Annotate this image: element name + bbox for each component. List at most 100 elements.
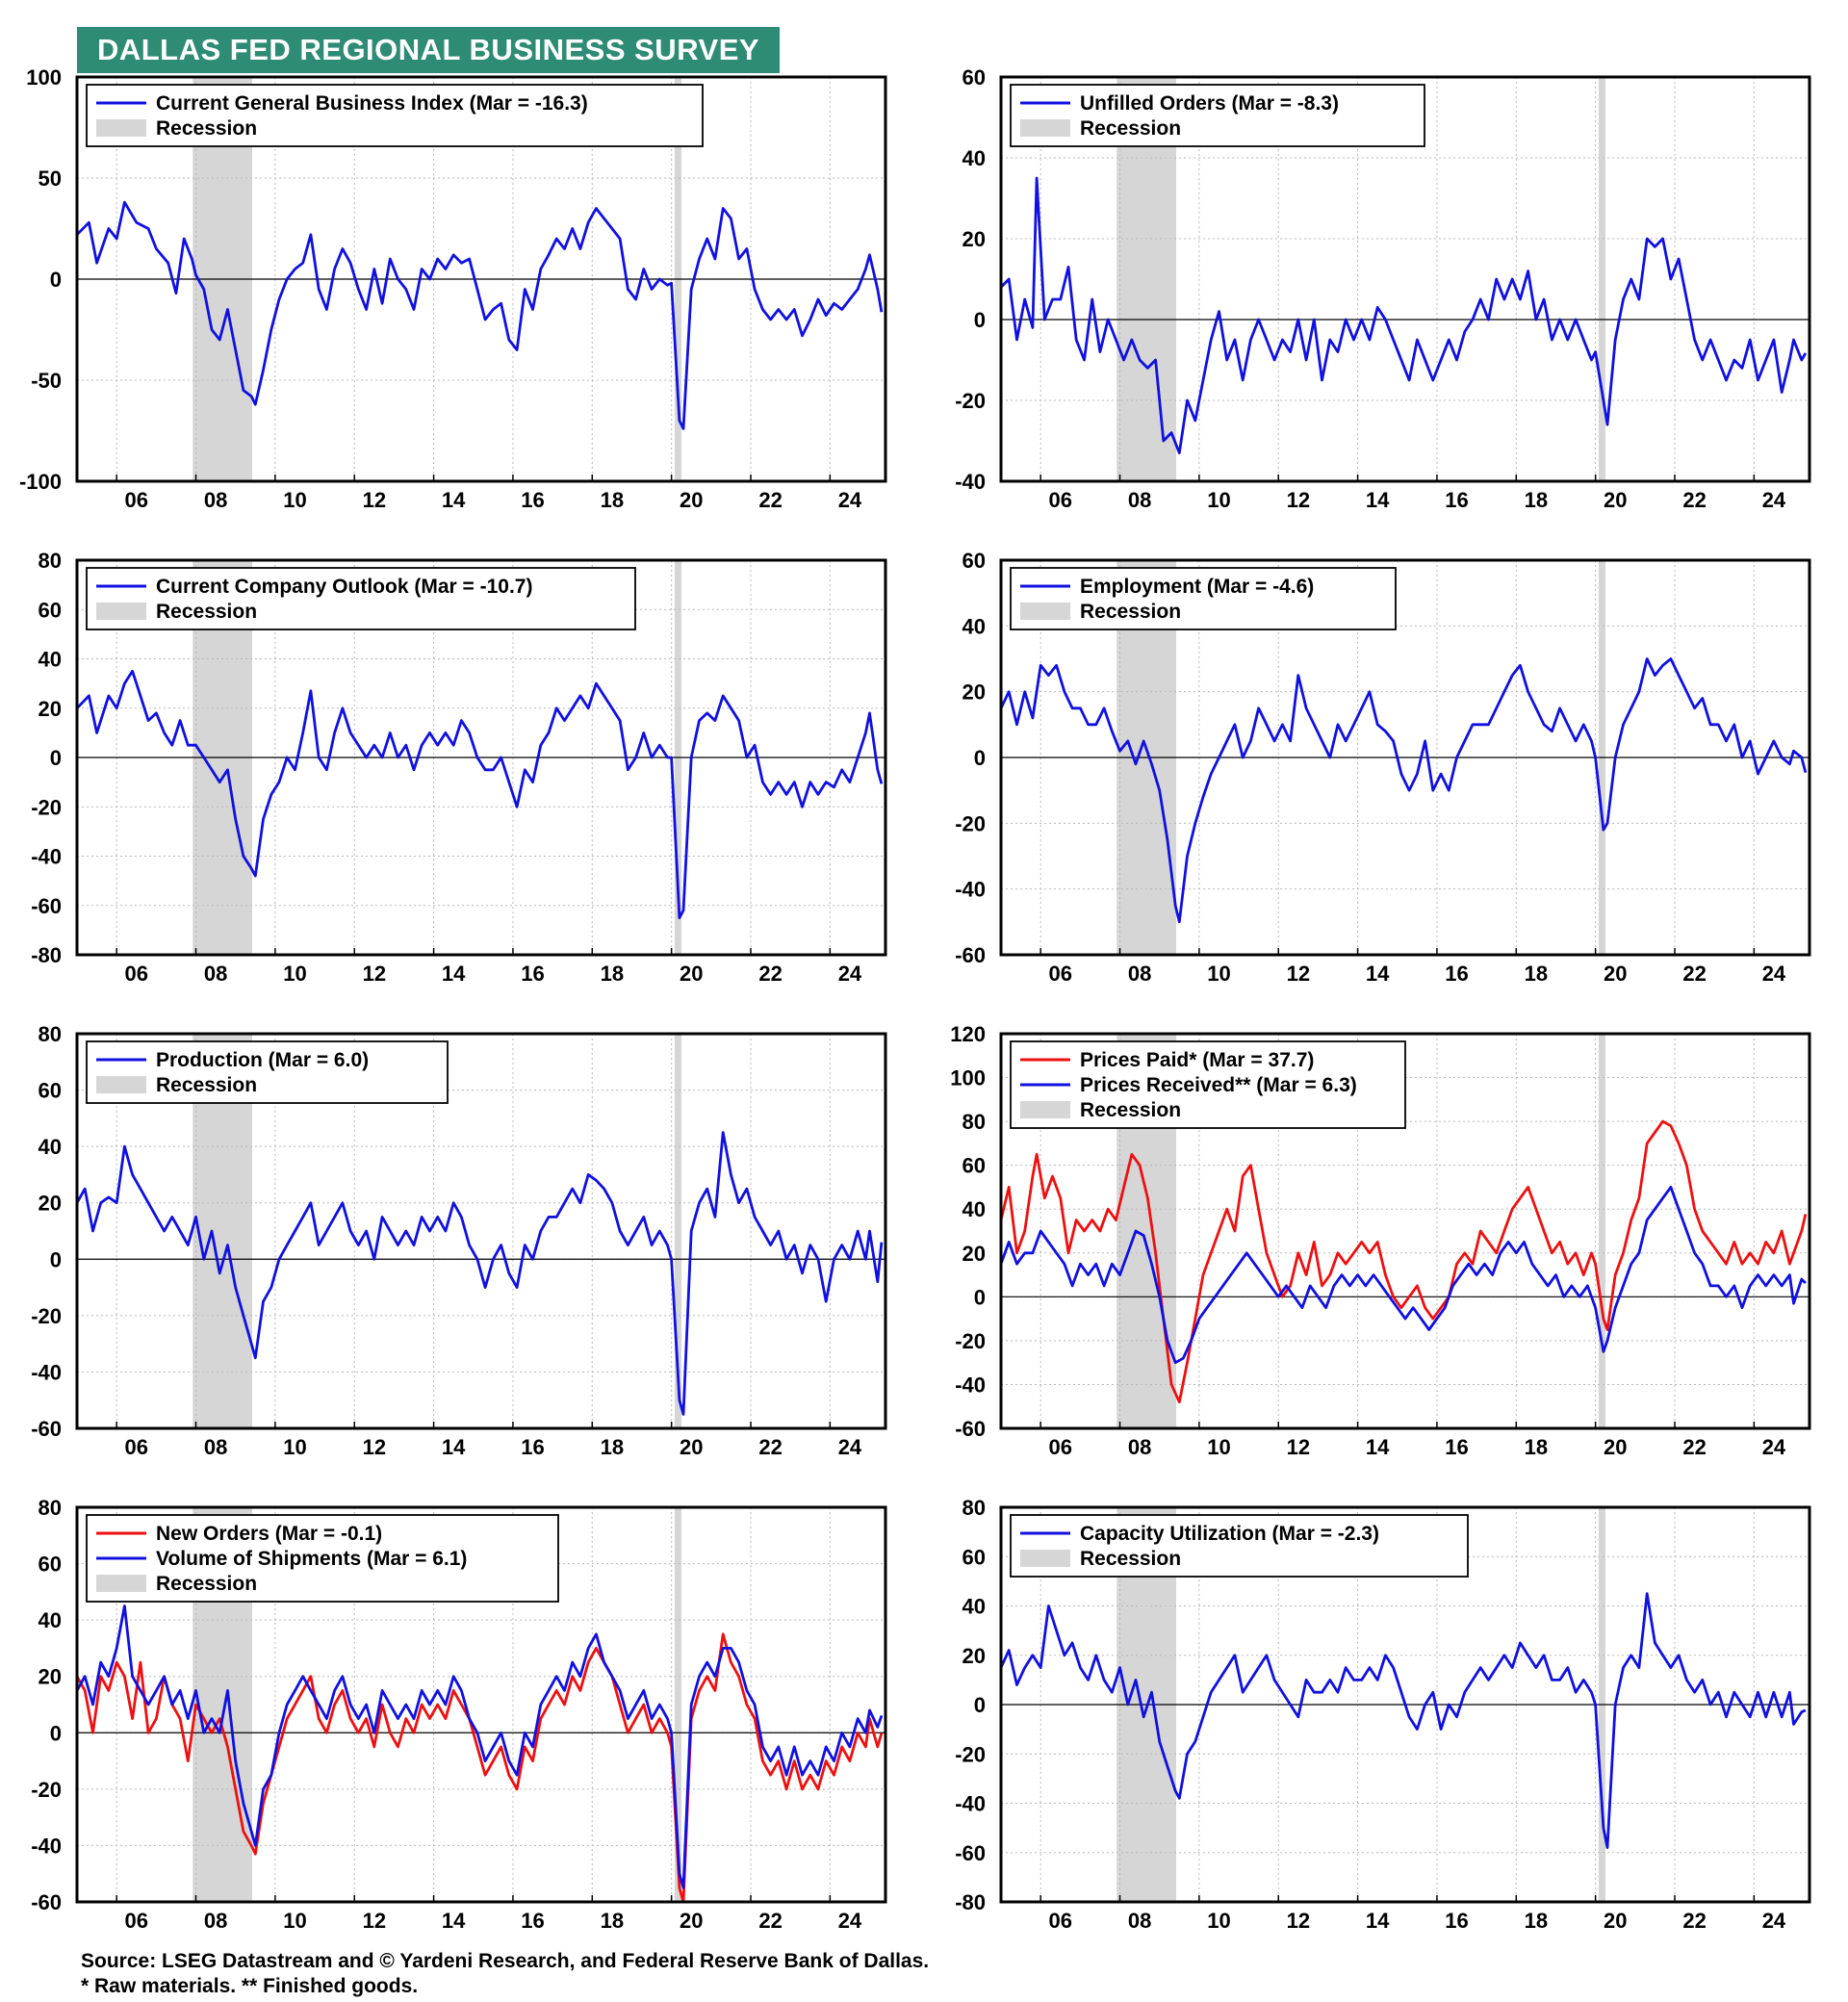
legend-label: Recession <box>156 1573 257 1595</box>
y-tick-label: -40 <box>31 1360 62 1384</box>
legend-label: Prices Received** (Mar = 6.3) <box>1080 1074 1357 1096</box>
x-tick-label: 20 <box>1604 962 1627 986</box>
y-tick-label: 100 <box>26 65 62 90</box>
chart-panel-5: 06 08 10 12 14 16 18 20 22 24 -60 -40 -20 0 20 40 60 80 Pr… <box>31 1022 887 1459</box>
y-tick-label: 60 <box>38 1079 62 1103</box>
x-tick-label: 14 <box>1366 1909 1390 1933</box>
x-tick-label: 24 <box>1762 1909 1786 1933</box>
x-tick-label: 10 <box>1207 1435 1230 1459</box>
x-tick-label: 20 <box>680 1435 703 1459</box>
series-line-1 <box>999 176 1808 454</box>
plot-frame <box>999 558 1811 957</box>
x-tick-label: 12 <box>1287 1435 1310 1459</box>
x-tick-label: 14 <box>442 1909 466 1933</box>
plot-frame <box>75 1032 887 1430</box>
x-tick-label: 24 <box>838 488 862 512</box>
y-tick-label: -40 <box>31 845 62 869</box>
y-tick-label: -50 <box>31 369 62 393</box>
legend-label: Recession <box>1080 117 1181 140</box>
x-tick-label: 14 <box>1366 1435 1390 1459</box>
chart-panel-7: 06 08 10 12 14 16 18 20 22 24 -60 -40 -20 0 20 40 60 80 Ne… <box>31 1496 887 1933</box>
series-line-1 <box>75 1131 884 1416</box>
recession-band <box>1598 77 1605 481</box>
legend-swatch-recession <box>96 603 146 620</box>
x-tick-label: 14 <box>442 488 466 512</box>
x-tick-label: 08 <box>204 962 227 986</box>
x-tick-label: 10 <box>283 1909 306 1933</box>
x-tick-label: 10 <box>283 962 306 986</box>
series-line-1 <box>75 669 884 919</box>
y-tick-label: 0 <box>50 746 62 770</box>
y-tick-label: 40 <box>962 1595 986 1619</box>
x-tick-label: 18 <box>601 488 624 512</box>
x-tick-label: 14 <box>1366 488 1390 512</box>
y-tick-label: -60 <box>955 1417 986 1441</box>
x-tick-label: 06 <box>1049 1435 1072 1459</box>
y-tick-label: 0 <box>50 1721 62 1745</box>
legend-box <box>1010 84 1425 147</box>
x-tick-label: 16 <box>1445 1435 1468 1459</box>
y-tick-label: 0 <box>50 268 62 292</box>
series-line-2 <box>75 1604 884 1889</box>
series-line-1 <box>999 1592 1807 1849</box>
x-tick-label: 06 <box>125 1909 148 1933</box>
x-tick-label: 08 <box>1128 488 1151 512</box>
x-tick-label: 20 <box>1604 1909 1627 1933</box>
x-tick-label: 08 <box>1128 1909 1151 1933</box>
legend-label: Recession <box>1080 1099 1181 1121</box>
x-tick-label: 24 <box>1762 962 1786 986</box>
x-tick-label: 10 <box>283 488 306 512</box>
legend-label: Recession <box>156 117 257 140</box>
legend-label: Prices Paid* (Mar = 37.7) <box>1080 1049 1314 1071</box>
y-tick-label: 80 <box>38 1022 62 1046</box>
x-tick-label: 16 <box>1445 962 1468 986</box>
x-tick-label: 08 <box>204 488 227 512</box>
y-tick-label: 60 <box>962 1154 986 1178</box>
y-tick-label: -40 <box>955 878 986 902</box>
plot-frame <box>999 75 1811 483</box>
y-tick-label: 50 <box>38 167 62 191</box>
plot-frame <box>75 558 887 957</box>
y-tick-label: -20 <box>955 811 986 835</box>
x-tick-label: 22 <box>758 488 782 512</box>
x-tick-label: 20 <box>1604 488 1627 512</box>
plot-frame <box>999 1505 1811 1904</box>
legend-label: Recession <box>1080 601 1181 623</box>
y-tick-label: 40 <box>962 146 986 170</box>
x-tick-label: 18 <box>601 1435 624 1459</box>
y-tick-label: 80 <box>962 1110 986 1134</box>
y-tick-label: 0 <box>50 1247 62 1271</box>
x-tick-label: 16 <box>521 1909 544 1933</box>
y-tick-label: 0 <box>974 1285 986 1309</box>
y-tick-label: -20 <box>31 1778 62 1802</box>
x-tick-label: 20 <box>680 1909 703 1933</box>
x-tick-label: 22 <box>1682 488 1706 512</box>
chart-panel-6: 06 08 10 12 14 16 18 20 22 24 -60 -40 -20 0 20 40 60 80 10… <box>950 1022 1811 1459</box>
series-line-1 <box>76 200 884 430</box>
x-tick-label: 16 <box>521 962 544 986</box>
x-tick-label: 16 <box>1445 488 1468 512</box>
source-note: Source: LSEG Datastream and © Yardeni Re… <box>81 1950 930 1972</box>
y-tick-label: 40 <box>38 648 62 672</box>
x-tick-label: 12 <box>1287 1909 1310 1933</box>
y-tick-label: -60 <box>31 1417 62 1441</box>
x-tick-label: 22 <box>1682 962 1706 986</box>
y-tick-label: -20 <box>31 795 62 819</box>
x-tick-label: 24 <box>838 962 862 986</box>
x-tick-label: 16 <box>521 1435 544 1459</box>
y-tick-label: 20 <box>38 1665 62 1689</box>
plot-frame <box>999 1032 1811 1430</box>
legend-swatch-recession <box>1020 1550 1070 1567</box>
x-tick-label: 10 <box>1207 1909 1230 1933</box>
legend-swatch-recession <box>1020 1101 1070 1118</box>
y-tick-label: 60 <box>962 1545 986 1569</box>
legend-label: Volume of Shipments (Mar = 6.1) <box>156 1548 467 1570</box>
x-tick-label: 24 <box>838 1909 862 1933</box>
series-line-1 <box>999 1119 1808 1404</box>
y-tick-label: 20 <box>962 1644 986 1668</box>
x-tick-label: 22 <box>758 962 782 986</box>
x-tick-label: 20 <box>680 488 703 512</box>
legend-swatch-recession <box>96 1076 146 1093</box>
x-tick-label: 08 <box>204 1435 227 1459</box>
